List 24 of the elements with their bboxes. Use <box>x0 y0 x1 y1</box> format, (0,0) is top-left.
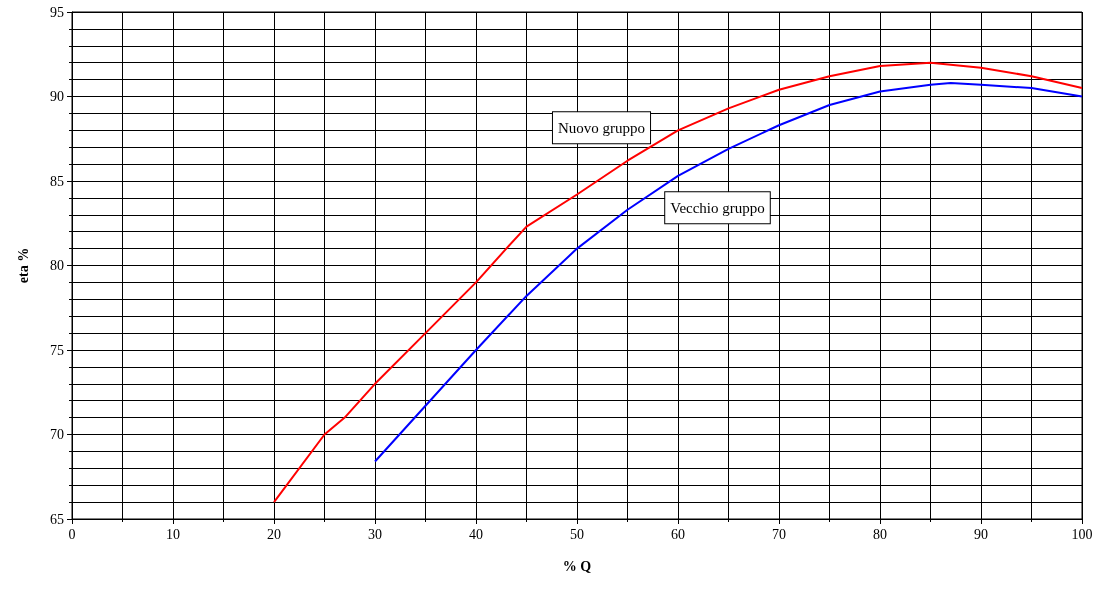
x-tick-label: 80 <box>873 526 887 542</box>
y-axis-title: eta % <box>15 247 31 284</box>
x-tick-label: 10 <box>166 526 180 542</box>
x-tick-label: 40 <box>469 526 483 542</box>
y-tick-label: 70 <box>50 427 64 442</box>
y-tick-label: 85 <box>50 173 64 189</box>
y-tick-label: 95 <box>50 4 64 20</box>
y-tick-label: 75 <box>50 342 64 358</box>
line-series <box>273 61 1083 504</box>
x-tick-label: 60 <box>671 526 685 542</box>
x-axis-title: % Q <box>562 558 592 574</box>
y-tick-label: 80 <box>50 258 64 273</box>
x-tick-label: 100 <box>1071 526 1093 542</box>
line-series <box>374 81 1083 463</box>
y-tick-label: 65 <box>50 511 64 527</box>
y-tick-label: 90 <box>50 89 64 104</box>
series-label: Vecchio gruppo <box>670 199 765 216</box>
x-tick-label: 90 <box>974 526 988 542</box>
x-tick-label: 20 <box>267 526 281 542</box>
x-tick-label: 70 <box>772 526 786 542</box>
series-label: Nuovo gruppo <box>557 119 646 136</box>
x-tick-label: 30 <box>368 526 382 542</box>
x-tick-label: 50 <box>570 526 584 542</box>
x-tick-label: 0 <box>68 526 76 542</box>
